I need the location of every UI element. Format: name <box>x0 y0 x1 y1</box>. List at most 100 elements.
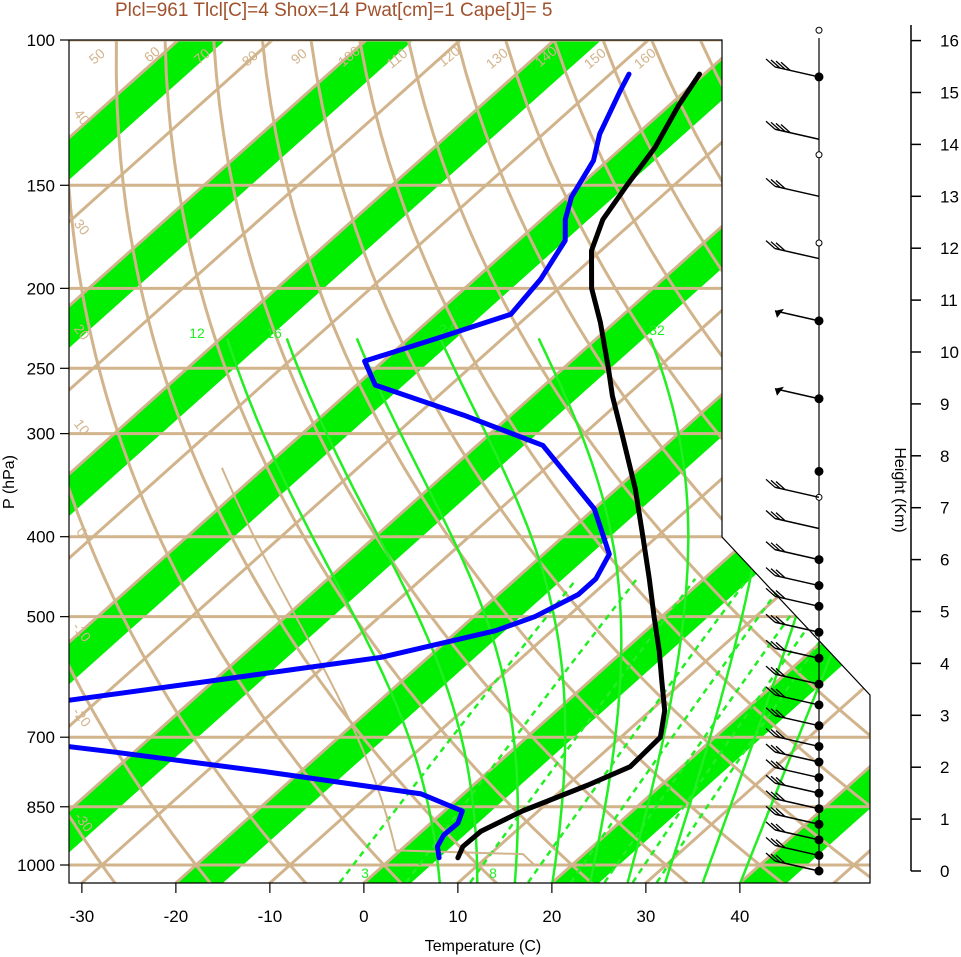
mixing-ratio-line <box>655 578 865 883</box>
wind-feather <box>775 776 786 786</box>
height-tick-label: 1 <box>940 810 949 829</box>
height-axis-label: Height (Km) <box>891 447 908 532</box>
wind-feather <box>775 667 786 677</box>
isotherm <box>138 40 870 883</box>
wind-feather <box>765 509 776 519</box>
temperature-tick-label: 10 <box>448 907 467 926</box>
wind-feather <box>780 61 791 71</box>
wind-feather <box>765 790 776 800</box>
wind-feather <box>770 479 781 489</box>
mixing-ratio-line <box>404 578 638 883</box>
height-tick-label: 12 <box>940 239 959 258</box>
pressure-tick-label: 500 <box>27 608 55 627</box>
dry-adiabat <box>114 40 515 883</box>
wind-barb <box>774 548 820 561</box>
wind-feather <box>765 743 776 753</box>
wind-feather <box>765 120 776 130</box>
wind-feather <box>775 792 786 802</box>
dry-adiabat <box>399 40 870 883</box>
moist-adiabat <box>739 338 870 883</box>
mixing-ratio-label: 3 <box>361 865 369 881</box>
wind-feather <box>775 512 786 522</box>
wind-feather <box>765 240 776 250</box>
isotherm <box>69 40 870 883</box>
wind-feather <box>775 641 786 651</box>
dewpoint-trace <box>69 71 632 861</box>
isotherm <box>514 40 870 883</box>
wind-feather <box>770 666 781 676</box>
height-marker <box>815 151 823 159</box>
band-strip <box>421 40 870 883</box>
pressure-tick-label: 250 <box>27 359 55 378</box>
pressure-tick-label: 400 <box>27 528 55 547</box>
wind-feather <box>765 774 776 784</box>
plot-frame <box>68 39 871 884</box>
wind-barb <box>774 310 820 322</box>
wind-feather <box>775 761 786 771</box>
wind-barb <box>774 797 820 810</box>
pressure-tick-label: 150 <box>27 176 55 195</box>
wind-feather <box>770 708 781 718</box>
wind-barb <box>774 66 820 78</box>
isotherm <box>69 40 717 883</box>
wind-feather <box>775 242 786 252</box>
wind-barb <box>774 735 820 748</box>
wind-feather <box>765 478 776 488</box>
wind-barb <box>774 486 820 499</box>
wind-feather <box>775 122 786 132</box>
isotherm-edge-label: 10 <box>746 540 768 562</box>
wind-barb <box>774 766 820 779</box>
wind-barb <box>774 694 820 706</box>
wind-pennant <box>775 386 784 396</box>
pressure-tick-label: 200 <box>27 279 55 298</box>
wind-feather <box>775 60 786 70</box>
height-marker <box>815 239 823 247</box>
mixing-ratio-label: 12 <box>189 325 205 341</box>
mixing-ratio-line <box>569 578 788 883</box>
wind-feather <box>775 481 786 491</box>
wind-feather <box>775 590 786 599</box>
wind-feather <box>780 124 791 133</box>
wind-barb <box>774 574 820 587</box>
wind-barb <box>774 621 820 633</box>
temperature-tick-label: 40 <box>730 907 749 926</box>
wind-feather <box>770 744 781 754</box>
mixing-ratio-label: 16 <box>266 325 282 341</box>
wind-feather <box>775 808 786 817</box>
wind-feather <box>770 614 781 624</box>
wind-barb <box>774 751 820 763</box>
wind-feather <box>770 775 781 785</box>
wind-feather <box>770 791 781 801</box>
height-tick-label: 7 <box>940 499 949 518</box>
x-axis-label: Temperature (C) <box>425 938 541 955</box>
wind-barb <box>774 247 820 260</box>
isotherm <box>420 40 870 883</box>
wind-feather <box>765 665 776 675</box>
wind-barb <box>774 829 820 841</box>
isotherm <box>69 40 341 883</box>
band-strip <box>69 40 857 883</box>
dry-adiabat <box>0 2 30 899</box>
moist-adiabat <box>626 337 690 883</box>
wind-feather <box>775 615 786 625</box>
mixing-ratio-line <box>469 578 697 883</box>
wind-feather <box>770 853 781 863</box>
wind-feather <box>775 745 786 755</box>
wind-barb <box>774 714 820 727</box>
isotherm <box>69 40 623 883</box>
temperature-tick-label: -30 <box>70 907 95 926</box>
wind-feather <box>765 587 776 597</box>
pressure-tick-label: 1000 <box>17 856 55 875</box>
wind-feather <box>770 241 781 251</box>
wind-feather <box>765 759 776 769</box>
height-tick-label: 15 <box>940 84 959 103</box>
height-tick-label: 5 <box>940 603 949 622</box>
temperature-trace <box>455 71 702 861</box>
height-tick-label: 16 <box>940 32 959 51</box>
band-strip <box>69 40 481 883</box>
height-tick-label: 6 <box>940 551 949 570</box>
wind-feather <box>775 854 786 864</box>
mixing-ratio-label: 32 <box>649 322 665 338</box>
